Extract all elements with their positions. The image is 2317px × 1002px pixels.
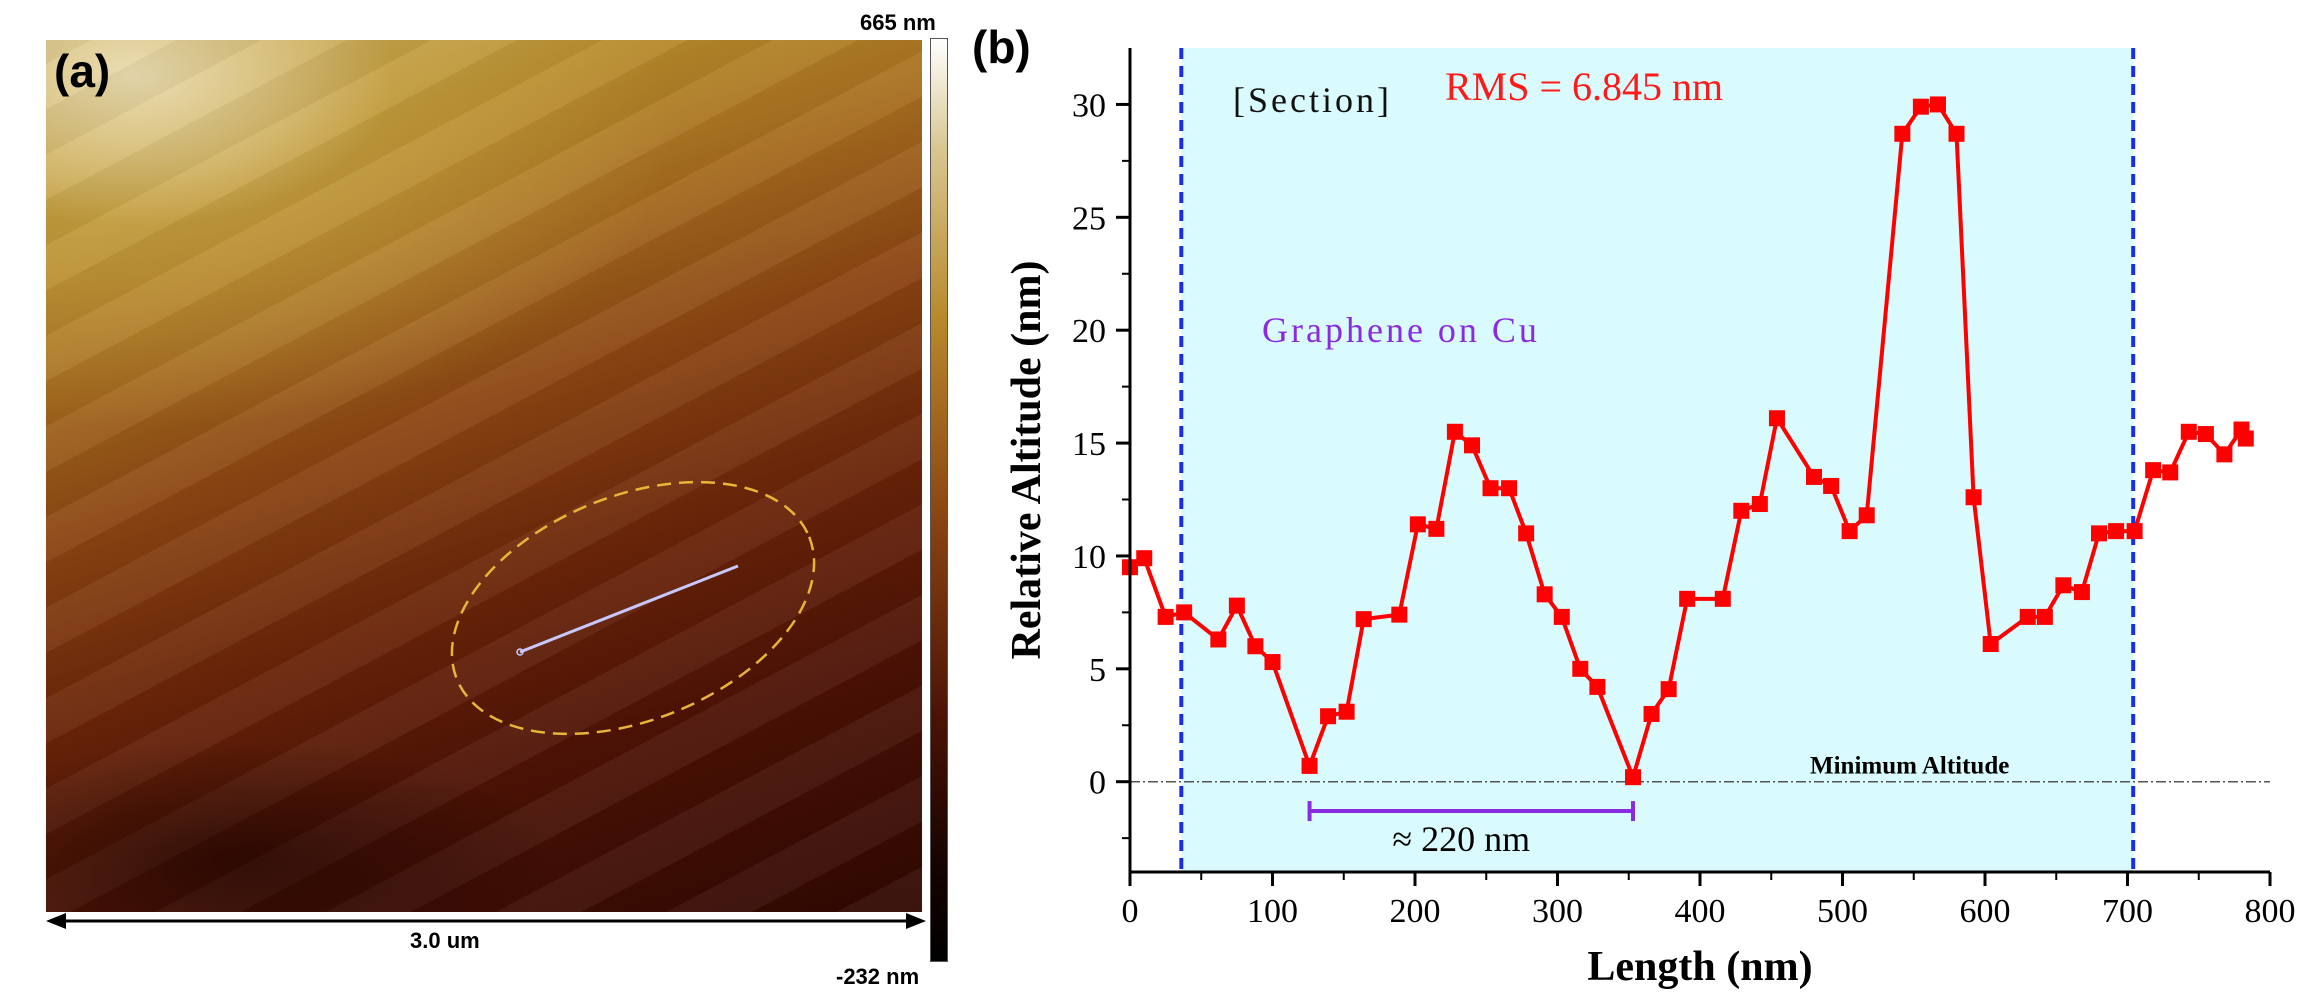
y-tick-label: 0 xyxy=(1089,765,1106,802)
y-tick-label: 5 xyxy=(1089,652,1106,689)
data-point xyxy=(1176,604,1193,621)
x-tick-label: 200 xyxy=(1390,893,1441,930)
data-point xyxy=(1982,635,1999,652)
data-point xyxy=(1929,96,1946,113)
data-point xyxy=(1409,516,1426,533)
data-point xyxy=(1338,703,1355,720)
x-tick-label: 700 xyxy=(2102,893,2153,930)
section-line xyxy=(519,564,739,654)
data-point xyxy=(2108,523,2125,540)
baseline-layer: Minimum Altitude xyxy=(1130,753,2270,783)
data-point xyxy=(1428,520,1445,537)
data-point xyxy=(1247,638,1264,655)
data-point xyxy=(1320,708,1337,725)
data-point xyxy=(1210,631,1227,648)
data-point xyxy=(2055,577,2072,594)
x-tick-label: 400 xyxy=(1675,893,1726,930)
data-point xyxy=(2162,464,2179,481)
data-point xyxy=(1806,468,1822,485)
data-point xyxy=(2036,608,2053,625)
data-point xyxy=(1858,507,1875,524)
data-point xyxy=(1965,489,1982,506)
section-annotation: [Section] xyxy=(1233,80,1392,120)
data-point xyxy=(2019,608,2036,625)
panel-b-label: (b) xyxy=(972,21,1031,73)
y-tick-label: 10 xyxy=(1072,539,1106,576)
colorbar-max-label: 665 nm xyxy=(860,10,936,35)
data-point xyxy=(1518,525,1535,542)
data-point xyxy=(1751,496,1768,513)
data-point xyxy=(1643,705,1660,722)
series-layer xyxy=(1122,96,2254,786)
y-tick-label: 25 xyxy=(1072,200,1106,237)
afm-topography-image xyxy=(46,40,922,912)
data-point xyxy=(1355,611,1372,628)
colorbar-min-label: -232 nm xyxy=(836,964,920,989)
data-point xyxy=(1391,606,1408,623)
material-annotation: Graphene on Cu xyxy=(1262,310,1540,350)
data-point xyxy=(1136,550,1153,567)
data-point xyxy=(1679,590,1696,607)
shaded-section-layer xyxy=(1181,48,2134,872)
data-point xyxy=(1660,681,1677,698)
data-point xyxy=(1482,480,1499,497)
data-point xyxy=(1464,437,1480,454)
x-tick-label: 0 xyxy=(1122,893,1139,930)
data-point xyxy=(1894,125,1911,142)
data-point xyxy=(1264,654,1281,671)
data-point xyxy=(1589,678,1606,695)
x-tick-label: 800 xyxy=(2245,893,2296,930)
data-point xyxy=(1157,608,1174,625)
data-point xyxy=(2197,426,2214,443)
data-point xyxy=(1912,98,1929,115)
scale-arrow-right-head xyxy=(906,913,926,929)
y-tick-label: 20 xyxy=(1072,313,1106,350)
scale-arrow-left-head xyxy=(46,913,66,929)
x-axis-label: Length (nm) xyxy=(1587,944,1812,990)
data-point xyxy=(2126,523,2143,540)
panel-a-label: (a) xyxy=(54,45,111,97)
y-axis-label: Relative Altitude (nm) xyxy=(1004,261,1050,660)
data-point xyxy=(1768,410,1785,427)
data-point xyxy=(1553,608,1570,625)
data-point xyxy=(1536,586,1553,603)
section-line-start-marker xyxy=(516,648,524,656)
data-point xyxy=(2145,462,2162,479)
data-point xyxy=(2237,430,2254,447)
data-point xyxy=(1733,502,1750,519)
data-point xyxy=(1501,480,1518,497)
x-tick-label: 100 xyxy=(1247,893,1298,930)
data-point xyxy=(2091,525,2107,542)
data-point xyxy=(1823,477,1840,494)
minimum-altitude-label: Minimum Altitude xyxy=(1810,753,2009,780)
data-point xyxy=(1841,523,1858,540)
rms-annotation: RMS = 6.845 nm xyxy=(1445,64,1723,109)
data-point xyxy=(1625,769,1642,786)
section-bounds-layer xyxy=(1179,48,2136,872)
scale-label: 3.0 um xyxy=(410,928,480,953)
data-point xyxy=(2180,423,2197,440)
data-point xyxy=(1714,590,1731,607)
annotations-layer: [Section] RMS = 6.845 nm Graphene on Cu ≈ 2… xyxy=(1233,64,1723,859)
data-point xyxy=(1301,757,1318,774)
data-point xyxy=(1228,597,1245,614)
region-ellipse xyxy=(450,480,816,736)
data-point xyxy=(2216,446,2233,463)
data-point xyxy=(1572,660,1589,677)
span-label: ≈ 220 nm xyxy=(1392,819,1530,859)
x-tick-label: 300 xyxy=(1532,893,1583,930)
x-tick-label: 500 xyxy=(1817,893,1868,930)
data-point xyxy=(2073,584,2090,601)
shaded-section xyxy=(1181,48,2134,872)
y-tick-label: 15 xyxy=(1072,426,1106,463)
data-point xyxy=(1948,125,1965,142)
axes-layer: 0 100 200 300 400 500 600 700 800 0 5 10 15 20 25 30 Len… xyxy=(1004,48,2296,990)
y-tick-label: 30 xyxy=(1072,87,1106,124)
afm-dark-region xyxy=(46,40,922,912)
data-point xyxy=(1446,423,1463,440)
x-tick-label: 600 xyxy=(1960,893,2011,930)
height-colorbar xyxy=(930,38,948,962)
